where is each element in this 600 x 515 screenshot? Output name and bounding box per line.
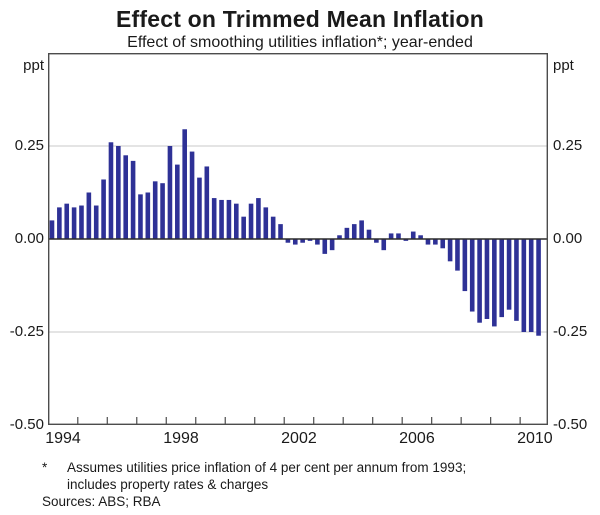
bar-1996Q3 <box>123 155 129 239</box>
x-label-1994: 1994 <box>45 430 81 447</box>
bar-2003Q2 <box>322 239 328 254</box>
footnote-line-2: includes property rates & charges <box>67 476 269 492</box>
bar-1996Q4 <box>130 160 136 239</box>
bar-1999Q4 <box>219 199 224 239</box>
bar-1997Q1 <box>138 194 143 239</box>
bar-2002Q2 <box>292 239 298 245</box>
bar-2000Q1 <box>226 199 232 239</box>
chart-title: Effect on Trimmed Mean Inflation <box>115 6 485 32</box>
bar-2006Q1 <box>403 239 409 241</box>
bar-2001Q3 <box>270 216 276 239</box>
bar-2009Q1 <box>492 239 497 327</box>
bar-2008Q3 <box>477 239 482 323</box>
bar-2004Q4 <box>366 229 372 239</box>
bar-1998Q1 <box>167 146 173 239</box>
bar-2007Q1 <box>433 239 438 245</box>
bar-2001Q4 <box>278 224 283 239</box>
bar-1994Q4 <box>71 207 77 239</box>
bar-2000Q4 <box>248 203 254 239</box>
bar-2008Q4 <box>484 239 490 319</box>
y-label-left-0.00: 0.00 <box>14 230 44 247</box>
plot-frame <box>48 53 548 425</box>
bar-2009Q3 <box>506 239 512 310</box>
bar-2005Q2 <box>381 239 387 251</box>
y-axis-unit-left: ppt <box>23 57 44 74</box>
bar-2006Q4 <box>425 239 431 245</box>
bar-chart-plot <box>48 53 548 425</box>
bar-2001Q1 <box>256 198 261 239</box>
bar-2001Q2 <box>263 207 269 239</box>
y-label-right--0.50: -0.50 <box>553 416 588 433</box>
bar-1995Q1 <box>79 205 84 239</box>
bar-1997Q3 <box>152 181 158 239</box>
bar-2002Q3 <box>300 239 305 243</box>
footnote-line-1: Assumes utilities price inflation of 4 p… <box>67 460 467 475</box>
bar-1994Q1 <box>49 220 55 239</box>
bar-2007Q2 <box>440 239 446 249</box>
bar-1995Q2 <box>86 192 92 239</box>
y-axis-unit-right: ppt <box>553 57 574 74</box>
bar-2008Q1 <box>462 239 468 292</box>
bar-2000Q2 <box>234 203 239 239</box>
bar-2005Q3 <box>388 233 394 239</box>
bar-2006Q3 <box>418 235 423 239</box>
bar-2002Q4 <box>307 239 313 241</box>
bar-2003Q3 <box>329 239 335 251</box>
bar-1998Q2 <box>175 164 180 239</box>
bar-1994Q3 <box>64 203 70 239</box>
bar-1996Q1 <box>108 142 114 239</box>
y-label-left-0.25: 0.25 <box>14 137 44 154</box>
footnote-text: Assumes utilities price inflation of 4 p… <box>67 460 466 493</box>
bar-1999Q2 <box>204 166 210 239</box>
bar-2009Q4 <box>514 239 519 321</box>
bar-1997Q4 <box>160 183 165 239</box>
bar-2000Q3 <box>241 216 246 239</box>
bar-2005Q1 <box>374 239 379 243</box>
footnote: * Assumes utilities price inflation of 4… <box>42 460 572 493</box>
x-label-2010: 2010 <box>517 430 553 447</box>
bar-2010Q3 <box>536 239 541 336</box>
bar-2008Q2 <box>469 239 475 312</box>
y-label-right--0.25: -0.25 <box>553 323 588 340</box>
x-label-2002: 2002 <box>281 430 317 447</box>
x-label-2006: 2006 <box>399 430 435 447</box>
bar-2009Q2 <box>499 239 505 318</box>
bar-1998Q4 <box>189 151 195 239</box>
bar-2004Q1 <box>344 227 350 239</box>
bar-1995Q4 <box>101 179 106 239</box>
bar-2007Q3 <box>447 239 453 262</box>
y-label-left--0.50: -0.50 <box>9 416 44 433</box>
bar-1995Q3 <box>93 205 99 239</box>
bar-2003Q1 <box>315 239 320 245</box>
y-label-left--0.25: -0.25 <box>9 323 44 340</box>
bar-2006Q2 <box>410 231 416 239</box>
bar-1999Q1 <box>197 177 202 239</box>
bar-1997Q2 <box>145 192 151 239</box>
y-label-right-0.00: 0.00 <box>553 230 583 247</box>
bar-1996Q2 <box>116 146 121 239</box>
bar-2005Q4 <box>396 233 401 239</box>
bar-2004Q2 <box>351 224 357 239</box>
bar-2010Q1 <box>521 239 527 332</box>
bar-1999Q3 <box>211 198 217 239</box>
footnote-marker: * <box>42 460 48 475</box>
bar-1994Q2 <box>57 207 62 239</box>
y-label-right-0.25: 0.25 <box>553 137 583 154</box>
bar-2002Q1 <box>285 239 291 243</box>
bar-2010Q2 <box>528 239 534 332</box>
chart-subtitle: Effect of smoothing utilities inflation*… <box>127 34 473 51</box>
sources-note: Sources: ABS; RBA <box>42 494 161 509</box>
bar-2004Q3 <box>359 220 364 239</box>
bar-2007Q4 <box>455 239 460 271</box>
x-label-1998: 1998 <box>163 430 199 447</box>
bar-1998Q3 <box>182 129 187 239</box>
bar-2003Q4 <box>337 235 342 239</box>
